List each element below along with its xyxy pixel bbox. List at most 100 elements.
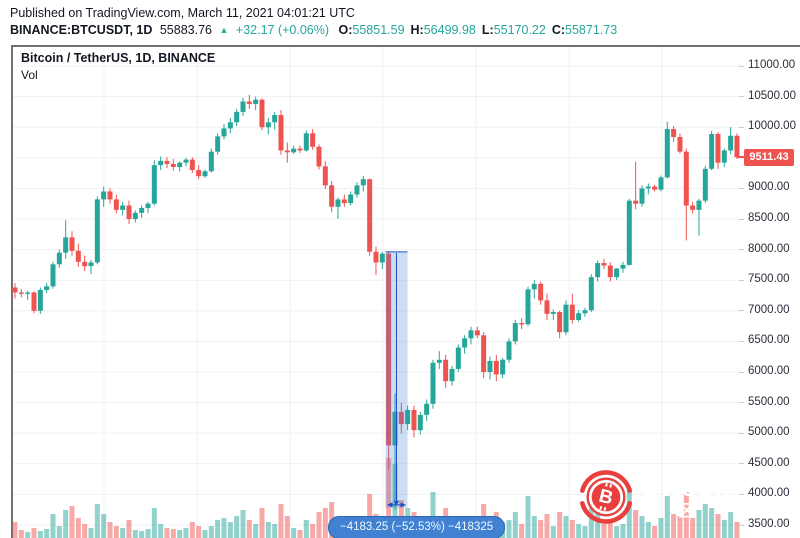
- candle-body: [677, 136, 683, 152]
- volume-bar: [645, 522, 651, 538]
- volume-bar: [512, 512, 518, 538]
- volume-bar: [576, 524, 582, 538]
- volume-bar: [56, 526, 62, 538]
- measure-left-arrow: [386, 502, 393, 508]
- candle-body: [601, 263, 607, 266]
- volume-bar: [690, 518, 696, 538]
- candle-body: [113, 199, 119, 210]
- volume-bar: [170, 529, 176, 538]
- y-axis-tick: [739, 463, 744, 465]
- y-axis-tick: [739, 371, 744, 373]
- candle-body: [607, 265, 613, 278]
- candle-body: [215, 136, 221, 152]
- candle-body: [512, 323, 518, 342]
- candle-body: [246, 101, 252, 104]
- candle-body: [208, 151, 214, 172]
- volume-bar: [626, 488, 632, 538]
- ohlc-value: 56499.98: [423, 23, 476, 37]
- candle-body: [284, 150, 290, 153]
- y-axis-tick: [739, 432, 744, 434]
- volume-bar: [240, 510, 246, 538]
- candle-body: [335, 199, 341, 207]
- chart-legend-title: Bitcoin / TetherUS, 1D, BINANCE: [21, 51, 216, 65]
- btc-b-glyph: B: [597, 482, 615, 511]
- y-axis-label: 9000.00: [748, 181, 790, 194]
- y-axis-label: 5000.00: [748, 426, 790, 439]
- volume-bar: [18, 530, 24, 538]
- last-price-tag: 9511.43: [744, 148, 794, 166]
- candle-body: [170, 163, 176, 167]
- candle-body: [690, 205, 696, 210]
- y-axis-tick: [739, 218, 744, 220]
- volume-bar: [234, 516, 240, 538]
- y-axis-label: 4500.00: [748, 456, 790, 469]
- y-axis-tick: [739, 279, 744, 281]
- candle-body: [563, 304, 569, 333]
- candle-body: [633, 200, 639, 204]
- ohlc-label: C:: [551, 23, 566, 37]
- candle-body: [234, 111, 240, 123]
- candle-body: [652, 186, 658, 190]
- candle-body: [221, 128, 227, 137]
- candle-body: [196, 170, 202, 177]
- volume-bar: [259, 508, 265, 538]
- candle-body: [702, 168, 708, 201]
- candle-body: [671, 129, 677, 137]
- ohlc-label: O:: [338, 23, 353, 37]
- volume-bar: [183, 528, 189, 538]
- candle-body: [449, 368, 455, 382]
- volume-bar: [75, 518, 81, 538]
- y-axis-label: 11000.00: [748, 59, 796, 71]
- candle-body: [506, 341, 512, 360]
- volume-bar: [709, 508, 715, 538]
- volume-bar: [683, 492, 689, 538]
- candle-body: [557, 312, 563, 333]
- ohlc-label: L:: [481, 23, 494, 37]
- last-price-tick: [737, 156, 744, 159]
- candle-body: [658, 177, 664, 190]
- candle-body: [44, 286, 50, 290]
- y-axis-tick: [739, 340, 744, 342]
- volume-bar: [569, 520, 575, 538]
- volume-bar: [177, 530, 183, 538]
- candle-body: [297, 148, 303, 151]
- candle-body: [120, 205, 126, 210]
- candle-body: [240, 101, 246, 112]
- y-axis-tick: [739, 249, 744, 251]
- published-line: Published on TradingView.com, March 11, …: [10, 6, 355, 20]
- candle-body: [12, 287, 18, 293]
- volume-bar: [94, 504, 100, 538]
- volume-bar: [519, 524, 525, 538]
- volume-bar: [88, 528, 94, 538]
- candle-body: [360, 179, 366, 186]
- volume-bar: [702, 504, 708, 538]
- candle-body: [303, 133, 309, 151]
- volume-bar: [525, 496, 531, 538]
- candle-body: [31, 292, 37, 311]
- volume-bar: [595, 512, 601, 538]
- volume-bar: [265, 522, 271, 538]
- volume-bar: [151, 508, 157, 538]
- candle-body: [329, 185, 335, 207]
- volume-bar: [189, 522, 195, 538]
- y-axis-label: 10000.00: [748, 120, 796, 133]
- candle-body: [398, 411, 404, 425]
- price-scale[interactable]: 11000.00 10500.00 10000.00 9000.00 8500.00 80…: [739, 46, 800, 538]
- y-axis-tick: [739, 524, 744, 526]
- candle-body: [183, 159, 189, 163]
- y-axis-tick: [739, 402, 744, 404]
- y-axis-tick: [739, 493, 744, 495]
- volume-bar: [50, 514, 56, 538]
- candle-body: [354, 185, 360, 195]
- volume-bar: [215, 520, 221, 538]
- volume-bar: [582, 526, 588, 538]
- volume-bar: [227, 522, 233, 538]
- candle-body: [487, 360, 493, 372]
- volume-bar: [430, 492, 436, 538]
- ohlc-values: O:55851.59 H:56499.98 L:55170.22 C:55871.73: [333, 23, 618, 37]
- candle-body: [310, 133, 316, 147]
- volume-bar: [101, 514, 107, 538]
- candle-body: [544, 300, 550, 314]
- volume-bar: [69, 506, 75, 538]
